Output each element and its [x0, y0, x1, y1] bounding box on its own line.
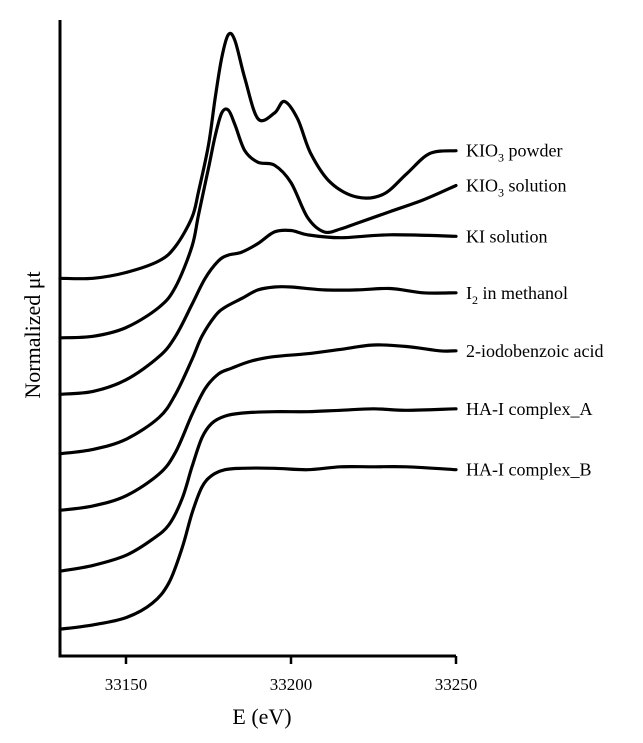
series-label-ki-solution: KI solution	[466, 226, 548, 246]
series-line-kio3-solution	[58, 107, 458, 340]
x-axis-ticks: 33150 33200 33250	[105, 656, 478, 694]
series-line-ha-i-complex-b	[58, 464, 458, 631]
series-line-i2-in-methanol	[58, 285, 458, 456]
series-line-kio3-powder	[58, 31, 458, 281]
x-tick-label-33200: 33200	[270, 675, 313, 694]
series-line-ki-solution	[58, 228, 458, 396]
series-labels: KIO3 powder KIO3 solution KI solution I2 in…	[466, 141, 603, 480]
series-line-ha-i-complex-a	[58, 407, 458, 573]
series-label-ha-i-complex-b: HA-I complex_B	[466, 460, 591, 480]
y-axis-title: Normalized μt	[20, 271, 45, 398]
series-line-2-iodobenzoic-acid	[58, 343, 458, 512]
series-label-2-iodobenzoic-acid: 2-iodobenzoic acid	[466, 341, 603, 361]
series-label-i2-in-methanol: I2 in methanol	[466, 283, 568, 307]
x-axis-title: E (eV)	[232, 704, 291, 729]
x-tick-label-33150: 33150	[105, 675, 148, 694]
x-tick-label-33250: 33250	[435, 675, 478, 694]
series-label-ha-i-complex-a: HA-I complex_A	[466, 399, 592, 419]
series-lines	[58, 31, 458, 631]
series-label-kio3-powder: KIO3 powder	[466, 141, 562, 165]
series-label-kio3-solution: KIO3 solution	[466, 176, 567, 200]
